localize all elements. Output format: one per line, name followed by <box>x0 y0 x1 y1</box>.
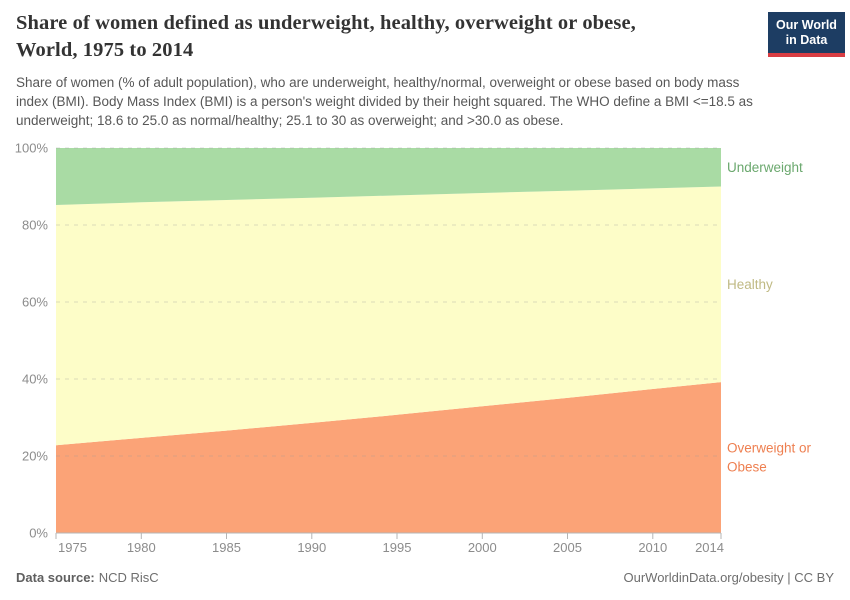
page-title: Share of women defined as underweight, h… <box>16 10 760 64</box>
y-tick-label-60%: 60% <box>22 295 48 310</box>
data-source-label: Data source: <box>16 570 95 585</box>
area-overweight-or-obese[interactable] <box>56 382 721 533</box>
y-tick-label-80%: 80% <box>22 218 48 233</box>
area-healthy[interactable] <box>56 186 721 446</box>
chart-subtitle: Share of women (% of adult population), … <box>16 75 753 128</box>
owid-logo-line-2: in Data <box>785 32 828 47</box>
x-tick-label-1995: 1995 <box>383 540 412 555</box>
x-tick-label-2000: 2000 <box>468 540 497 555</box>
data-source-value: NCD RisC <box>98 570 159 585</box>
owid-logo[interactable]: Our World in Data <box>768 12 845 57</box>
x-tick-label-1975: 1975 <box>58 540 87 555</box>
y-tick-label-40%: 40% <box>22 372 48 387</box>
title-line-1: Share of women defined as underweight, h… <box>16 12 636 34</box>
owid-logo-line-1: Our World <box>776 17 837 32</box>
chart-footer: Data source: NCD RisC OurWorldinData.org/… <box>16 570 834 585</box>
series-label-underweight: Underweight <box>727 160 803 175</box>
x-tick-label-2005: 2005 <box>553 540 582 555</box>
title-line-2: World, 1975 to 2014 <box>16 39 194 61</box>
x-tick-label-2014: 2014 <box>695 540 724 555</box>
stacked-area-chart[interactable]: 1975 1980 1985 1990 1995 2000 2005 2010 2014 0% 20… <box>0 140 850 560</box>
area-underweight[interactable] <box>56 148 721 205</box>
x-tick-label-2010: 2010 <box>638 540 667 555</box>
y-tick-label-20%: 20% <box>22 449 48 464</box>
y-tick-label-0%: 0% <box>29 526 48 541</box>
chart-header: Share of women defined as underweight, h… <box>16 10 760 130</box>
x-tick-label-1990: 1990 <box>297 540 326 555</box>
y-tick-label-100%: 100% <box>15 141 49 156</box>
credit-link[interactable]: OurWorldinData.org/obesity | CC BY <box>623 570 835 585</box>
x-tick-label-1985: 1985 <box>212 540 241 555</box>
series-label-overweight-or-obese: Overweight or Obese <box>727 441 812 475</box>
series-label-healthy: Healthy <box>727 277 773 292</box>
data-source: Data source: NCD RisC <box>16 570 159 585</box>
x-tick-label-1980: 1980 <box>127 540 156 555</box>
